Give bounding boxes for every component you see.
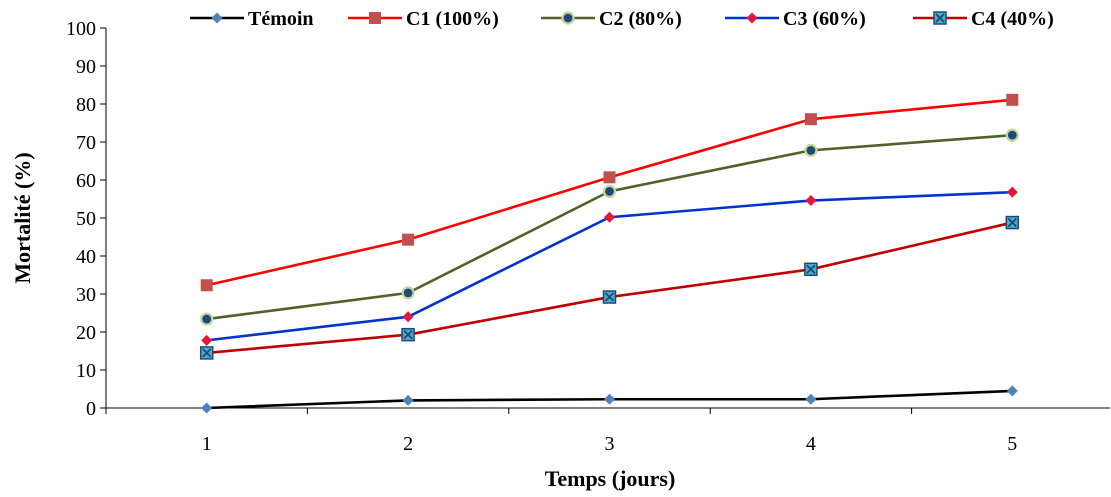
y-tick-label: 80	[76, 94, 96, 116]
series-group	[199, 93, 1020, 414]
data-point	[401, 327, 415, 342]
series-1	[200, 93, 1019, 292]
data-point	[201, 334, 213, 346]
y-tick-label: 90	[76, 56, 96, 78]
y-tick-label: 10	[76, 360, 96, 382]
legend-marker	[211, 12, 223, 24]
y-ticks: 0 10 20 30 40 50 60 70 80 90 100	[66, 18, 106, 420]
data-point	[401, 286, 415, 300]
legend-label: Témoin	[248, 8, 314, 30]
data-point	[1006, 385, 1018, 397]
x-tick-label: 3	[605, 433, 615, 455]
data-point	[604, 211, 615, 223]
legend-label: C2 (80%)	[599, 8, 682, 30]
data-point	[1006, 93, 1019, 106]
data-point	[199, 346, 214, 360]
y-tick-label: 50	[76, 208, 96, 230]
legend-marker	[746, 12, 758, 24]
data-point	[201, 402, 213, 414]
legend-label: C4 (40%)	[971, 8, 1054, 30]
data-point	[1005, 215, 1020, 230]
series-3	[201, 186, 1018, 346]
legend-item: C1 (100%)	[348, 8, 499, 30]
data-point	[604, 393, 615, 405]
x-tick-label: 4	[806, 433, 816, 455]
legend-item: C4 (40%)	[913, 8, 1054, 30]
legend-item: Témoin	[190, 8, 314, 30]
data-point	[402, 394, 414, 406]
data-point	[805, 195, 817, 207]
series-4	[199, 215, 1020, 360]
data-point	[805, 393, 817, 405]
data-point	[402, 311, 414, 323]
legend-label: C3 (60%)	[783, 8, 866, 30]
data-point	[1005, 128, 1019, 142]
y-tick-label: 30	[76, 284, 96, 306]
y-tick-label: 20	[76, 322, 96, 344]
y-axis-title: Mortalité (%)	[10, 152, 35, 283]
data-point	[1006, 186, 1018, 198]
data-point	[804, 143, 818, 157]
data-point	[804, 113, 817, 126]
legend-item: C2 (80%)	[541, 8, 682, 30]
x-tick-label: 1	[202, 433, 212, 455]
y-tick-label: 70	[76, 132, 96, 154]
data-point	[602, 290, 617, 304]
series-2	[200, 128, 1019, 326]
legend: Témoin C1 (100%) C2 (80%) C3 (60%) C4 (40%)	[190, 8, 1054, 30]
x-axis-title: Temps (jours)	[545, 466, 676, 491]
x-tick-label: 2	[403, 433, 413, 455]
data-point	[603, 171, 616, 184]
legend-item: C3 (60%)	[725, 8, 866, 30]
series-0	[201, 385, 1018, 414]
legend-marker	[933, 11, 947, 25]
data-point	[200, 279, 213, 292]
x-tick-label: 5	[1007, 433, 1017, 455]
y-tick-label: 100	[66, 18, 96, 40]
y-tick-label: 0	[86, 398, 96, 420]
y-tick-label: 40	[76, 246, 96, 268]
series-line	[206, 221, 1013, 355]
legend-label: C1 (100%)	[406, 8, 499, 30]
y-tick-label: 60	[76, 170, 96, 192]
data-point	[804, 262, 818, 277]
x-ticks: 1 2 3 4 5	[105, 408, 1017, 455]
legend-marker	[369, 12, 381, 24]
data-point	[602, 184, 617, 198]
data-point	[402, 233, 415, 246]
data-point	[200, 312, 214, 326]
legend-marker	[561, 11, 575, 25]
